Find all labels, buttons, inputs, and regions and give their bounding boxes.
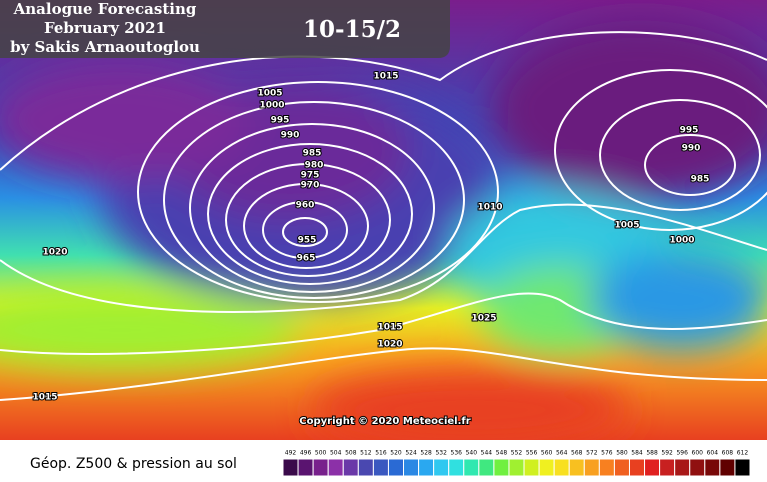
colorbar-tick-label: 560 — [541, 450, 553, 457]
colorbar-tick-label: 524 — [405, 450, 417, 457]
colorbar-tick-label: 600 — [692, 450, 704, 457]
colorbar-tick-label: 592 — [661, 450, 673, 457]
isobar-label: 1015 — [32, 393, 57, 403]
isobar-labels: 1015 1005 1000 995 990 985 980 975 970 9… — [31, 71, 710, 404]
isobars — [0, 31, 767, 401]
isobar-label: 1005 — [257, 89, 282, 99]
color-swatch — [297, 458, 314, 477]
color-swatch — [613, 458, 630, 477]
colorbar-tick-label: 596 — [676, 450, 688, 457]
colorbar-tick-label: 564 — [556, 450, 568, 457]
color-swatch — [538, 458, 555, 477]
color-swatch — [478, 458, 495, 477]
colorbar-tick-label: 568 — [571, 450, 583, 457]
isobar-label: 960 — [296, 201, 315, 211]
colorbar-tick-label: 536 — [451, 450, 463, 457]
colorbar-tick-label: 512 — [360, 450, 372, 457]
color-swatch — [734, 458, 751, 477]
colorbar-tick-label: 528 — [420, 450, 432, 457]
colorbar-tick-label: 604 — [707, 450, 719, 457]
color-swatch — [372, 458, 389, 477]
isobar-label: 985 — [691, 175, 710, 185]
isobar-label: 1005 — [614, 221, 639, 231]
isobar-label: 975 — [301, 171, 320, 181]
color-swatch — [719, 458, 736, 477]
color-swatch — [583, 458, 600, 477]
colorbar-tick-label: 532 — [435, 450, 447, 457]
colorbar-tick-label: 548 — [496, 450, 508, 457]
color-swatch — [628, 458, 646, 477]
isobar-label: 1015 — [373, 72, 398, 82]
color-swatch — [568, 458, 585, 477]
color-swatch — [312, 458, 329, 477]
colorbar-tick-label: 580 — [616, 450, 628, 457]
colorbar-tick-label: 584 — [631, 450, 643, 457]
color-swatch — [282, 458, 299, 477]
isobar-label: 1010 — [477, 203, 502, 213]
header-line: February 2021 — [44, 19, 166, 37]
colorbar-tick-label: 540 — [466, 450, 478, 457]
color-swatch — [342, 458, 359, 477]
isobar-label: 1000 — [669, 236, 694, 246]
colorbar-tick-label: 556 — [526, 450, 538, 457]
colorbar-tick-label: 504 — [330, 450, 342, 457]
header-box: Analogue Forecasting February 2021 by Sa… — [0, 0, 450, 58]
color-swatch — [508, 458, 525, 477]
header-line: Analogue Forecasting — [13, 0, 197, 18]
colorbar-tick-label: 544 — [481, 450, 493, 457]
color-swatch — [357, 458, 374, 477]
copyright: Copyright © 2020 Meteociel.fr — [299, 416, 470, 427]
color-swatch — [674, 458, 691, 477]
colorbar-tick-label: 520 — [390, 450, 402, 457]
isobar-label: 990 — [682, 144, 701, 154]
colorbar-tick-label: 552 — [511, 450, 523, 457]
colorbar-tick-label: 576 — [601, 450, 613, 457]
header-line: by Sakis Arnaoutoglou — [10, 38, 200, 56]
field — [0, 0, 767, 450]
isobar-label: 995 — [680, 126, 699, 136]
color-swatch — [327, 458, 344, 477]
colorbar-tick-label: 612 — [737, 450, 749, 457]
colorbar-tick-label: 516 — [375, 450, 387, 457]
color-swatch — [418, 458, 435, 477]
isobar-label: 970 — [301, 181, 320, 191]
isobar-label: 1000 — [259, 101, 284, 111]
isobar-label: 995 — [271, 116, 290, 126]
color-swatch — [448, 458, 465, 477]
color-swatch — [644, 458, 661, 477]
isobar-label: 980 — [305, 161, 324, 171]
isobar-label: 955 — [298, 236, 317, 246]
isobar-label: 1015 — [377, 323, 402, 333]
isobar-label: 985 — [303, 149, 322, 159]
color-swatch — [433, 458, 450, 477]
colorbar-tick-label: 588 — [646, 450, 658, 457]
color-swatch — [463, 458, 480, 477]
color-swatch — [598, 458, 615, 477]
colorbar-tick-label: 500 — [315, 450, 327, 457]
colorbar-tick-label: 572 — [586, 450, 598, 457]
isobar-label: 1020 — [42, 248, 67, 258]
colorbar-tick-label: 608 — [722, 450, 734, 457]
colorbar: 492 496 500 504 508 512 516 520 524 528 532 536 540 5… — [282, 450, 751, 477]
color-swatch — [659, 458, 676, 477]
colorbar-tick-label: 496 — [300, 450, 312, 457]
colorbar-tick-label: 508 — [345, 450, 357, 457]
isobar-label: 990 — [281, 131, 300, 141]
isobar-label: 965 — [297, 254, 316, 264]
color-swatch — [387, 458, 405, 477]
color-swatch — [704, 458, 721, 477]
isobar-label: 1020 — [377, 340, 402, 350]
isobar-label: 1025 — [471, 314, 496, 324]
color-swatch — [553, 458, 570, 477]
color-swatch — [493, 458, 510, 477]
legend-label: Géop. Z500 & pression au sol — [30, 456, 237, 472]
date: 10-15/2 — [303, 16, 401, 43]
colorbar-tick-label: 492 — [285, 450, 297, 457]
color-swatch — [689, 458, 706, 477]
color-swatch — [523, 458, 540, 477]
color-swatch — [403, 458, 420, 477]
